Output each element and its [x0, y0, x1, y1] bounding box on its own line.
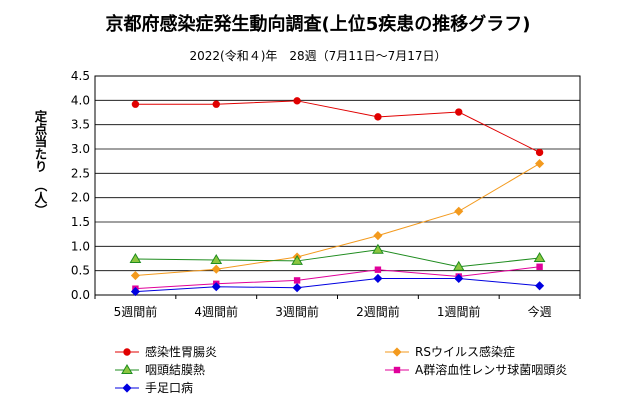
- y-tick-label: 4.0: [71, 93, 90, 107]
- x-tick-label: 4週間前: [194, 304, 238, 319]
- y-tick-label: 0.0: [71, 288, 90, 302]
- series-triangle-line: [135, 249, 540, 268]
- legend-label: 手足口病: [145, 380, 193, 395]
- y-tick-label: 0.5: [71, 264, 90, 278]
- y-tick-label: 3.5: [71, 118, 90, 132]
- y-tick-label: 1.0: [71, 239, 90, 253]
- legend-marker: [123, 348, 131, 356]
- y-tick-label: 3.0: [71, 142, 90, 156]
- series-diamond-point: [373, 231, 383, 241]
- legend-marker: [392, 347, 402, 357]
- series-diamond-point: [292, 283, 302, 293]
- series-diamond-point: [373, 273, 383, 284]
- series-triangle-point: [210, 253, 223, 264]
- series-triangle-point: [372, 243, 384, 254]
- legend-label: 咽頭結膜熱: [145, 363, 205, 377]
- series-circle-point: [131, 100, 140, 108]
- series-square-line: [135, 266, 540, 290]
- chart-subtitle: 2022(令和４)年 28週（7月11日～7月17日）: [190, 48, 447, 63]
- legend-label: RSウイルス感染症: [415, 344, 515, 359]
- legend-marker: [122, 383, 132, 393]
- series-diamond-line: [135, 277, 540, 293]
- series-triangle-point: [291, 254, 303, 265]
- legend-marker: [393, 366, 401, 374]
- series-circle-point: [212, 100, 220, 108]
- y-tick-label: 1.5: [71, 215, 90, 229]
- x-tick-label: 1週間前: [437, 304, 481, 319]
- plot-area: 0.0 0.5 1.0 1.5 2.0 2.5 3.0 3.5 4.0 4.5 5週間前 4週間前 3週…: [71, 69, 581, 319]
- series-diamond-line: [135, 163, 540, 277]
- series-diamond-point: [130, 270, 140, 281]
- series-diamond-point: [535, 159, 545, 169]
- series-diamond-point: [535, 281, 545, 291]
- series-circle-line: [135, 100, 540, 153]
- series-square-point: [374, 266, 382, 273]
- series-circle-point: [455, 108, 463, 116]
- y-tick-label: 2.0: [71, 191, 90, 205]
- legend-marker: [121, 364, 133, 374]
- series-circle-point: [535, 148, 544, 157]
- series-circle-point: [374, 113, 382, 121]
- series-diamond-point: [454, 206, 464, 216]
- y-axis-label: 定点当たり （人）: [33, 109, 48, 216]
- y-tick-label: 2.5: [71, 166, 90, 180]
- x-tick-label: 5週間前: [114, 304, 158, 319]
- series-diamond-point: [211, 264, 221, 274]
- x-tick-label: 3週間前: [275, 304, 319, 319]
- series-diamond-point: [454, 273, 464, 284]
- legend-label: A群溶血性レンサ球菌咽頭炎: [415, 362, 567, 377]
- legend-label: 感染性胃腸炎: [145, 344, 217, 359]
- series-square-point: [293, 277, 301, 284]
- series-triangle-point: [452, 260, 465, 271]
- x-tick-label: 2週間前: [356, 304, 400, 319]
- y-tick-label: 4.5: [71, 69, 90, 83]
- series-diamond-point: [130, 287, 140, 297]
- series-circle-point: [293, 97, 301, 105]
- series-square-point: [536, 263, 543, 270]
- series-diamond-point: [211, 282, 221, 292]
- chart-title: 京都府感染症発生動向調査(上位5疾患の推移グラフ): [106, 13, 531, 35]
- series-triangle-point: [129, 253, 142, 263]
- x-tick-label: 今週: [528, 304, 552, 319]
- series-triangle-point: [533, 252, 546, 263]
